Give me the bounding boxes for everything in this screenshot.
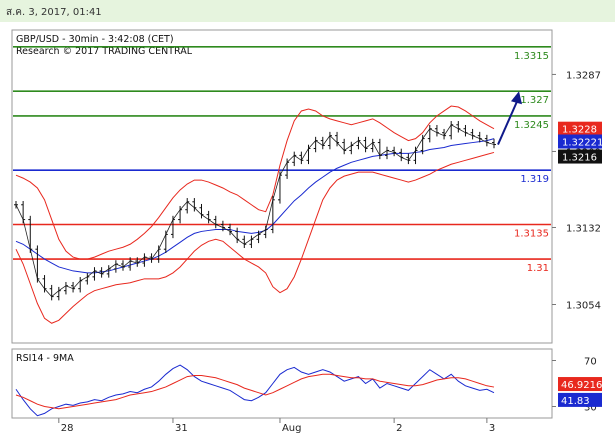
price-chart-subtitle: Research © 2017 TRADING CENTRAL: [16, 46, 193, 57]
x-tick-label: Aug: [282, 423, 302, 434]
bollinger-upper-line: [15, 105, 495, 260]
price-y-tick-label: 1.3132: [566, 223, 601, 234]
price-tag: [558, 149, 602, 164]
forecast-arrow-head: [511, 91, 522, 105]
rsi-tag: [558, 377, 602, 392]
rsi-ma-line: [15, 373, 495, 410]
bollinger-lower-line: [15, 151, 495, 324]
x-tick-label: 28: [61, 423, 74, 434]
level-label: 1.31: [527, 263, 549, 274]
rsi-panel: RSI14 - 9MA 70 30 46.9216 41.83: [11, 348, 602, 419]
price-tag-label: 1.3216: [562, 153, 597, 164]
header-datetime: ส.ค. 3, 2017, 01:41: [6, 7, 102, 18]
price-tag: [558, 121, 602, 136]
level-label: 1.3135: [514, 229, 549, 240]
price-y-tick-label: 1.3054: [566, 300, 601, 311]
rsi-tag-label: 46.9216: [561, 380, 602, 391]
x-tick-label: 2: [396, 423, 402, 434]
rsi-line: [15, 364, 495, 417]
price-tag: [558, 134, 602, 149]
price-y-tick-label: 1.3287: [566, 70, 601, 81]
time-x-axis: 28 31 Aug 2 3: [58, 418, 495, 434]
price-tag-label: 1.32221: [562, 138, 603, 149]
rsi-chart-title: RSI14 - 9MA: [16, 353, 74, 364]
rsi-series-layer: [15, 364, 495, 417]
rsi-y-tick-label: 30: [584, 403, 597, 414]
level-label: 1.319: [520, 174, 549, 185]
forecast-arrow-shaft: [497, 98, 519, 145]
x-tick-label: 3: [489, 423, 495, 434]
level-label: 1.327: [520, 95, 549, 106]
price-series-layer: [14, 121, 496, 301]
x-tick-label: 31: [175, 423, 188, 434]
rsi-tag: [558, 392, 602, 407]
rsi-tags-layer: 46.9216 41.83: [558, 377, 602, 407]
price-plot-frame: [11, 29, 553, 344]
price-chart-title: GBP/USD - 30min - 3:42:08 (CET): [16, 34, 174, 45]
price-tags-layer: 1.3228 1.32221 1.3216: [558, 121, 603, 164]
rsi-plot-frame: [11, 348, 553, 419]
price-tag-label: 1.3228: [562, 125, 597, 136]
forecast-arrow-layer: [497, 91, 522, 145]
price-panel: GBP/USD - 30min - 3:42:08 (CET) Research…: [11, 29, 603, 344]
rsi-y-axis: 70 30: [552, 357, 597, 414]
level-label: 1.3315: [514, 51, 549, 62]
level-label: 1.3245: [514, 120, 549, 131]
header-bar: [0, 0, 615, 22]
levels-layer: 1.3315 1.327 1.3245 1.319 1.3135 1.31: [13, 45, 551, 274]
rsi-y-tick-label: 70: [584, 357, 597, 368]
rsi-tag-label: 41.83: [561, 396, 590, 407]
